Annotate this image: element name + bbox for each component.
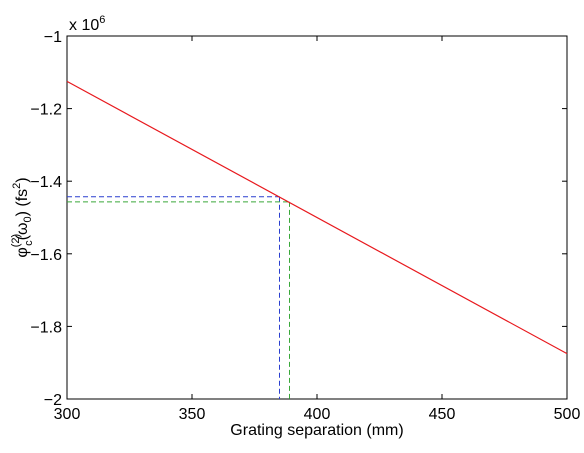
- y-tick-label: −1.8: [30, 319, 62, 336]
- ylabel-rest: ) (fs: [14, 189, 31, 217]
- y-tick-label: −2: [44, 392, 62, 409]
- reference-lines: [67, 196, 290, 399]
- x-tick-label: 350: [179, 406, 206, 423]
- multiplier-exponent: 6: [99, 14, 105, 26]
- series-lines: [66, 80, 568, 355]
- ylabel-close: ): [14, 177, 31, 182]
- y-tick-label: −1.2: [30, 102, 62, 119]
- axis-ticks: 300 350 400 450 500 −1 −1.2 −1.4 −1.6 −1.8 −2: [30, 29, 580, 423]
- y-tick-label: −1: [44, 29, 62, 46]
- x-tick-label: 500: [554, 406, 581, 423]
- ylabel-phi: φ: [14, 247, 31, 257]
- x-tick-label: 400: [304, 406, 331, 423]
- ylabel-sup: (2): [10, 234, 22, 247]
- y-tick-label: −1.4: [30, 174, 62, 191]
- x-tick-label: 450: [429, 406, 456, 423]
- series-line: [66, 80, 568, 355]
- y-multiplier: x 106: [69, 14, 105, 34]
- ylabel-sub-c: c: [23, 240, 35, 246]
- y-axis-label: φ(2)c(ω0) (fs2): [10, 177, 35, 257]
- ylabel-sup-2: 2: [11, 183, 23, 189]
- ylabel-sub-0: 0: [22, 216, 34, 222]
- ylabel-omega: (ω: [14, 222, 31, 240]
- y-tick-label: −1.6: [30, 247, 62, 264]
- multiplier-base: x 10: [69, 17, 99, 34]
- x-axis-label: Grating separation (mm): [230, 422, 403, 439]
- x-tick-label: 300: [54, 406, 81, 423]
